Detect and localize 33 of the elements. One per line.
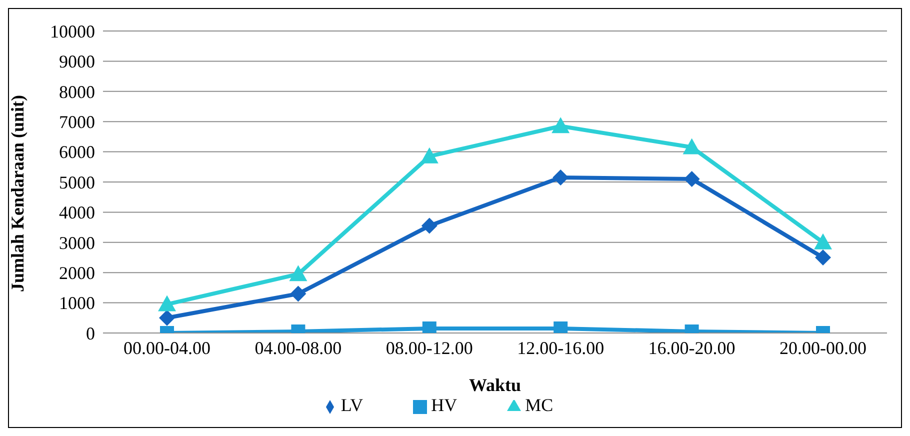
point (159, 310, 175, 326)
x-axis-title: Waktu (468, 375, 522, 395)
y-tick-label: 4000 (59, 202, 95, 223)
legend-label: MC (525, 395, 554, 415)
point (290, 286, 306, 302)
y-tick-label: 1000 (59, 293, 95, 314)
y-tick-label: 9000 (59, 52, 95, 72)
x-tick-label: 12.00-16.00 (517, 338, 604, 358)
point (684, 170, 700, 187)
point (552, 169, 569, 186)
legend-label: LV (340, 395, 364, 415)
y-tick-label: 2000 (59, 262, 95, 283)
x-tick-label: 00.00-04.00 (124, 338, 210, 358)
y-tick-label: 6000 (59, 142, 95, 162)
point (420, 147, 438, 164)
x-tick-label: 04.00-08.00 (254, 338, 342, 358)
y-tick-label: 3000 (59, 232, 95, 253)
y-axis-title: Jumlah Kendaraan (unit) (7, 94, 28, 292)
x-tick-label: 08.00-12.00 (386, 338, 473, 358)
point (421, 218, 438, 234)
x-tick-label: 16.00-20.00 (648, 338, 736, 358)
x-tick-label: 20.00-00.00 (780, 338, 866, 358)
point (815, 250, 831, 266)
point (814, 233, 832, 250)
y-tick-label: 7000 (59, 112, 95, 132)
point (552, 117, 570, 134)
y-tick-label: 10000 (50, 21, 95, 42)
point (158, 295, 176, 312)
y-tick-label: 8000 (59, 82, 95, 102)
point (289, 265, 308, 282)
y-tick-label: 5000 (59, 172, 95, 192)
legend-label: HV (431, 395, 458, 415)
y-tick-label: 0 (86, 323, 95, 344)
